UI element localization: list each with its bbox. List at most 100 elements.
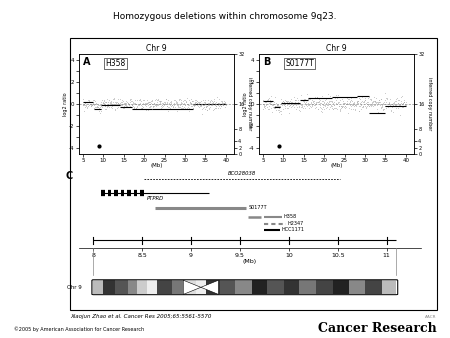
Point bbox=[172, 100, 179, 105]
Point bbox=[85, 98, 92, 104]
Point bbox=[133, 105, 140, 111]
Point bbox=[90, 105, 97, 111]
Point bbox=[153, 102, 160, 107]
Point bbox=[284, 105, 291, 111]
Point bbox=[396, 102, 403, 108]
Point bbox=[311, 98, 318, 104]
Point bbox=[221, 101, 228, 107]
Point bbox=[132, 101, 139, 107]
Point bbox=[284, 100, 291, 105]
Point bbox=[219, 102, 226, 107]
Point bbox=[180, 98, 187, 103]
Point bbox=[374, 106, 381, 111]
Point bbox=[116, 100, 123, 105]
Point bbox=[101, 103, 108, 108]
Point bbox=[217, 99, 225, 104]
Point bbox=[104, 102, 111, 108]
Point bbox=[322, 95, 329, 101]
Point bbox=[371, 102, 378, 108]
Point bbox=[270, 105, 278, 110]
Point bbox=[306, 95, 314, 100]
Point bbox=[388, 101, 396, 106]
Point bbox=[151, 103, 158, 108]
Point bbox=[103, 96, 110, 101]
Point bbox=[112, 100, 119, 105]
Point bbox=[94, 104, 102, 110]
Point bbox=[150, 100, 157, 106]
Point bbox=[295, 104, 302, 110]
Point bbox=[265, 96, 272, 102]
Point bbox=[135, 101, 142, 107]
Point bbox=[365, 103, 373, 109]
Point bbox=[289, 101, 297, 106]
Point bbox=[321, 104, 328, 109]
Point bbox=[196, 101, 203, 106]
Point bbox=[183, 99, 190, 104]
Point bbox=[307, 100, 315, 105]
Point bbox=[128, 102, 135, 108]
Point bbox=[139, 105, 146, 110]
Point bbox=[96, 104, 104, 110]
Point bbox=[270, 102, 277, 107]
Point bbox=[181, 104, 188, 110]
Point bbox=[160, 102, 167, 107]
Point bbox=[263, 99, 270, 104]
Point bbox=[371, 102, 378, 107]
Point bbox=[311, 102, 318, 108]
Point bbox=[161, 101, 168, 107]
Point bbox=[119, 105, 126, 111]
Point bbox=[399, 105, 406, 110]
Point bbox=[81, 102, 88, 107]
Point bbox=[398, 93, 405, 99]
Point bbox=[280, 99, 288, 105]
Point bbox=[288, 96, 295, 102]
Point bbox=[328, 98, 335, 103]
Point bbox=[312, 104, 319, 110]
Point bbox=[402, 102, 409, 107]
Point bbox=[197, 103, 204, 109]
Point bbox=[347, 106, 355, 112]
Point bbox=[318, 93, 325, 99]
Point bbox=[290, 100, 297, 105]
Point bbox=[147, 103, 154, 108]
Point bbox=[260, 98, 267, 103]
Point bbox=[125, 101, 132, 107]
Point bbox=[107, 99, 114, 104]
Point bbox=[90, 98, 98, 103]
Point bbox=[342, 101, 349, 106]
Point bbox=[328, 98, 336, 103]
Point bbox=[82, 102, 90, 108]
Point bbox=[109, 103, 116, 108]
Point bbox=[379, 105, 386, 110]
Point bbox=[383, 96, 391, 102]
Point bbox=[83, 99, 90, 105]
Point bbox=[186, 100, 194, 105]
Point bbox=[287, 99, 294, 104]
Point bbox=[316, 100, 323, 105]
Point bbox=[360, 103, 367, 109]
Point bbox=[149, 102, 156, 107]
Point bbox=[320, 102, 328, 108]
Point bbox=[84, 99, 91, 104]
Point bbox=[305, 96, 312, 101]
Point bbox=[283, 98, 290, 103]
Point bbox=[86, 97, 93, 102]
Point bbox=[402, 100, 410, 105]
Point bbox=[265, 106, 272, 112]
Point bbox=[303, 91, 310, 96]
Point bbox=[294, 100, 301, 105]
Point bbox=[346, 101, 353, 106]
Point bbox=[286, 101, 293, 106]
Point bbox=[222, 104, 229, 110]
Point bbox=[375, 97, 382, 102]
Point bbox=[203, 103, 211, 109]
Point bbox=[212, 105, 219, 111]
Point bbox=[355, 101, 362, 106]
Point bbox=[374, 100, 381, 106]
Point bbox=[97, 102, 104, 107]
Point bbox=[104, 104, 112, 109]
Point bbox=[137, 102, 144, 108]
Point bbox=[158, 103, 166, 108]
Point bbox=[105, 102, 112, 107]
Point bbox=[297, 101, 304, 106]
